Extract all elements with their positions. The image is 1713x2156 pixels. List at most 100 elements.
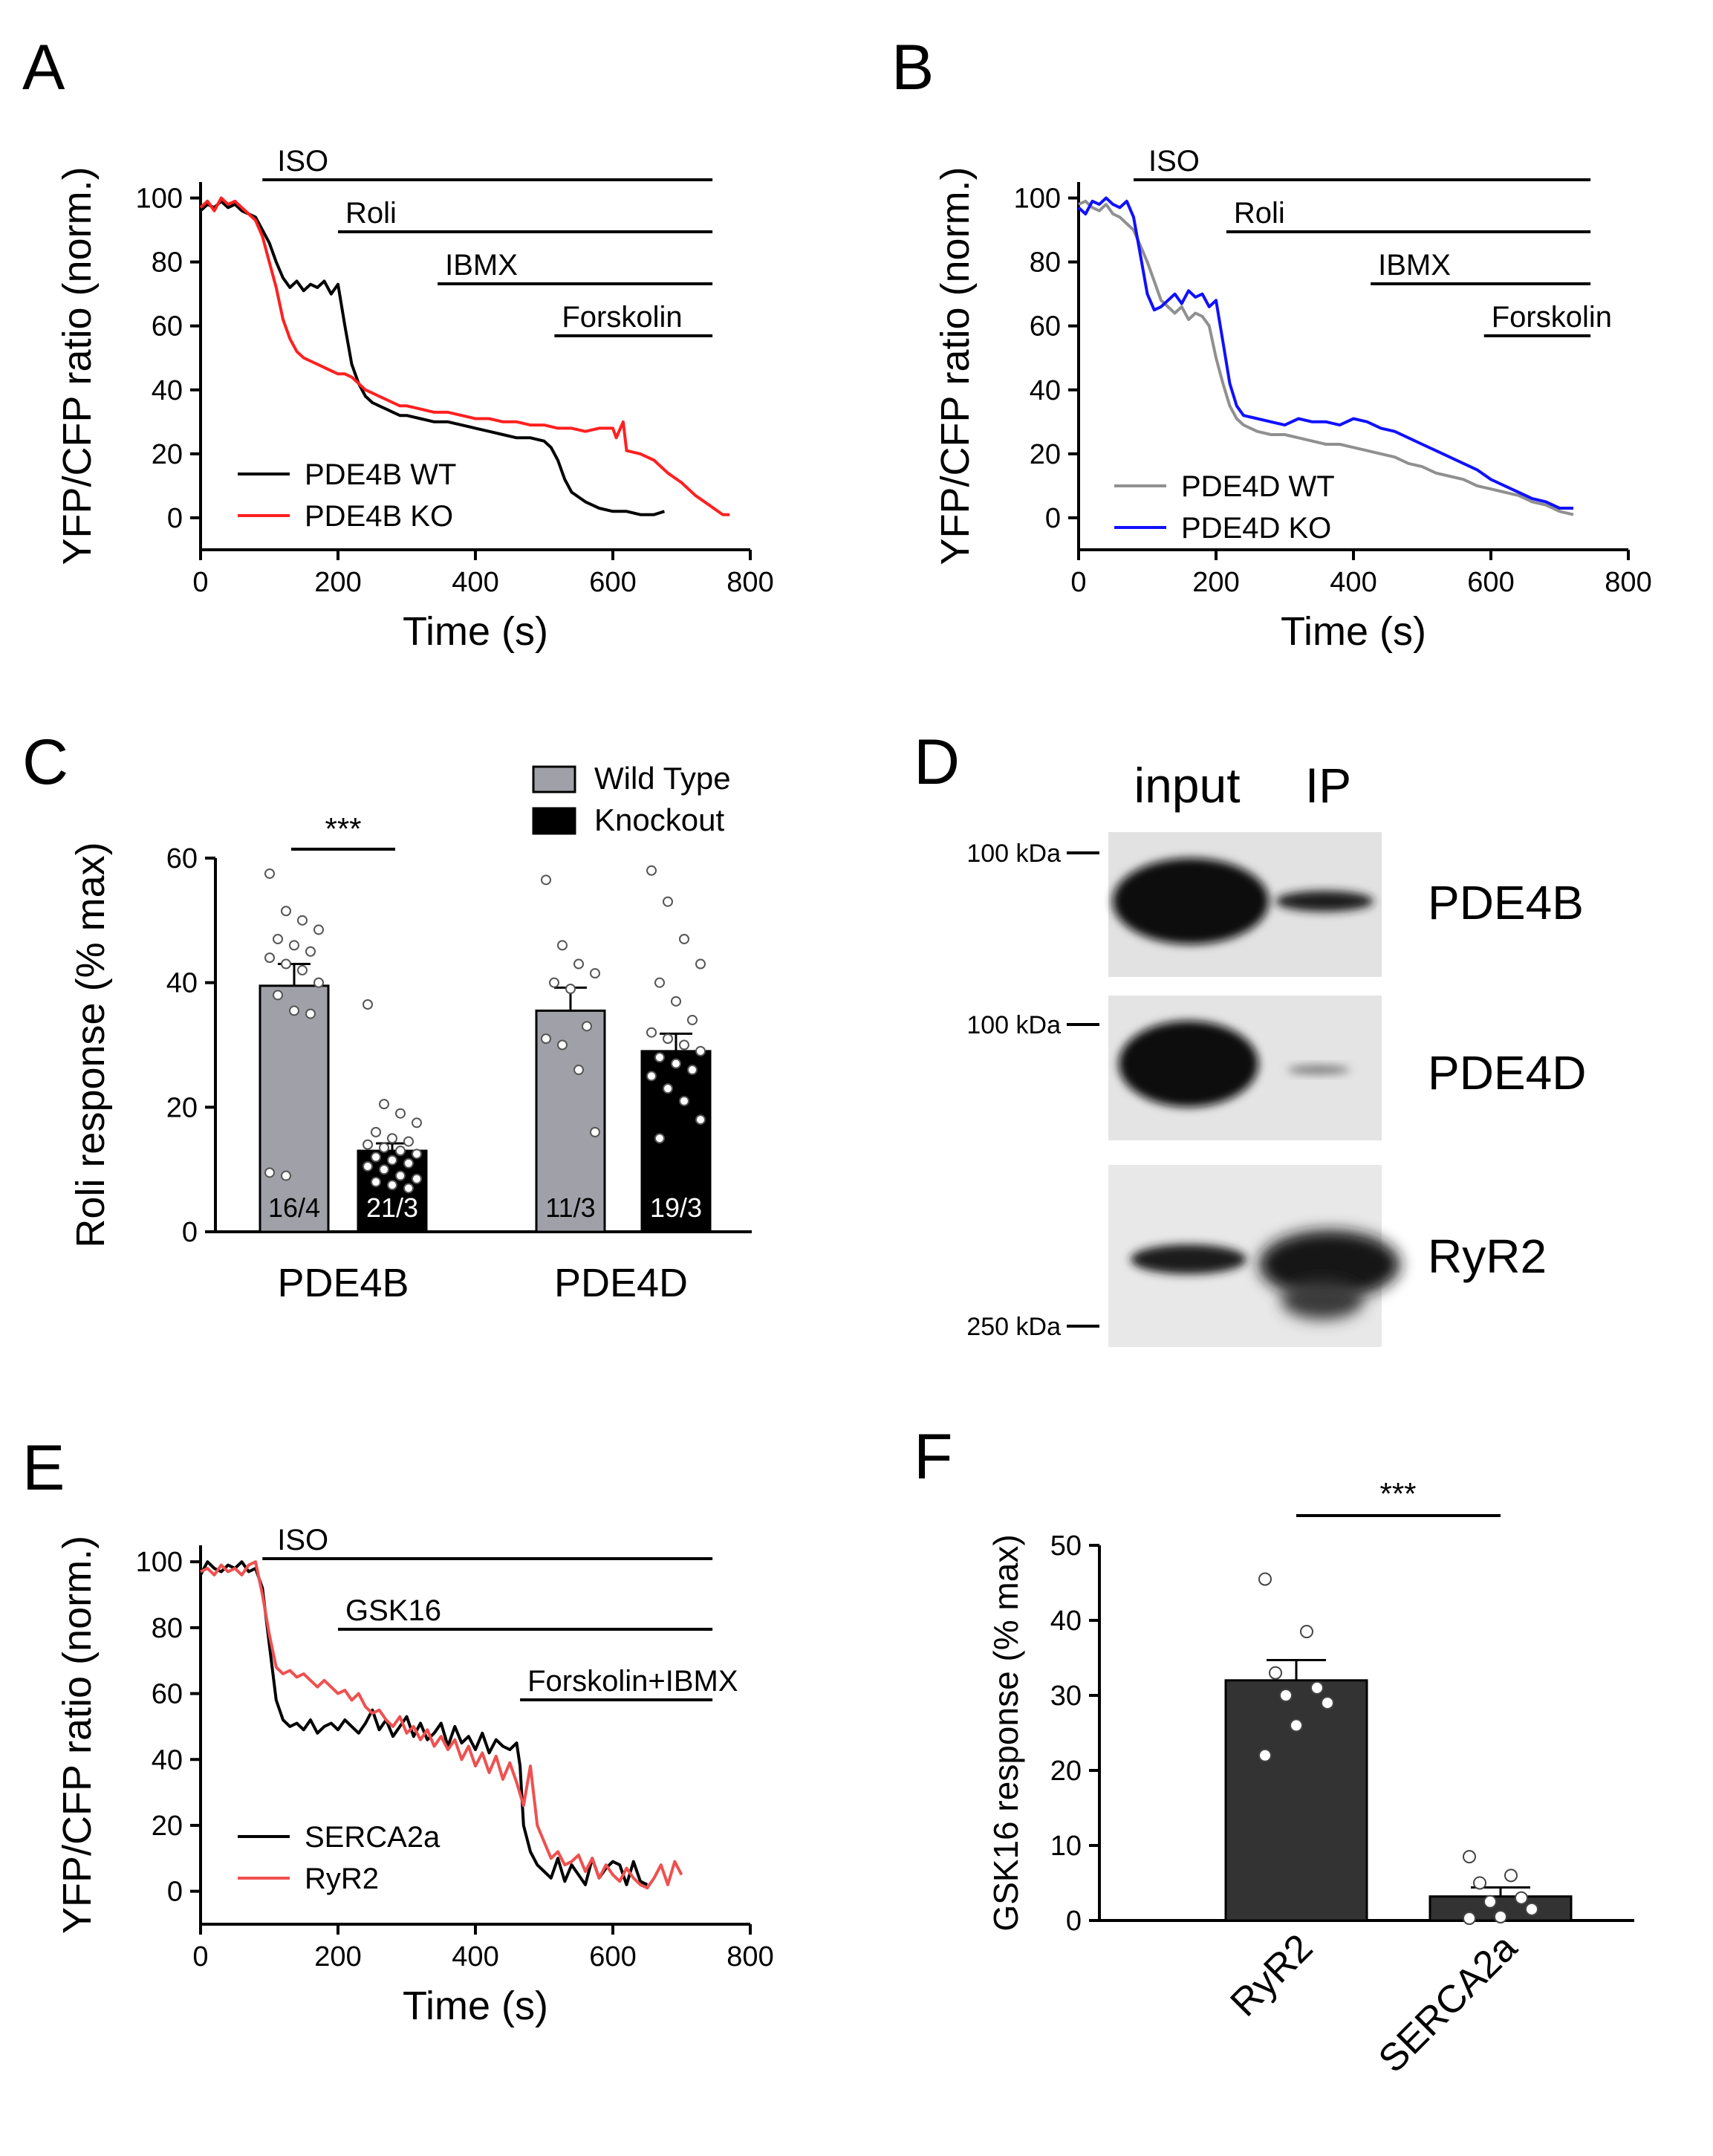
data-point	[687, 1065, 698, 1076]
x-tick-label: 200	[314, 1941, 361, 1972]
data-point	[671, 1058, 681, 1069]
band-input	[1119, 1021, 1258, 1107]
treatment-label: Forskolin	[1492, 301, 1612, 334]
y-axis-label: Roli response (% max)	[68, 842, 113, 1247]
data-point	[654, 1133, 665, 1144]
y-tick-label: 80	[152, 1613, 183, 1644]
x-category-label: PDE4B	[277, 1261, 409, 1305]
lane-label-input: input	[1134, 758, 1240, 813]
x-axis-label: Time (s)	[1281, 609, 1426, 654]
marker-label: 100 kDa	[966, 1011, 1061, 1039]
data-point	[590, 1126, 600, 1137]
treatment-label: Roli	[1234, 197, 1285, 230]
data-point	[313, 977, 324, 988]
legend-label: Wild Type	[594, 761, 731, 796]
data-point	[1258, 1572, 1272, 1586]
data-point	[573, 958, 584, 970]
significance-label: ***	[325, 811, 361, 846]
y-tick-label: 20	[1050, 1756, 1082, 1787]
data-point	[1463, 1911, 1476, 1925]
n-label: 21/3	[366, 1192, 418, 1223]
blot-label: PDE4B	[1428, 876, 1584, 929]
treatment-label: GSK16	[345, 1594, 441, 1627]
treatment-label: Forskolin	[562, 301, 682, 334]
y-tick-label: 60	[152, 311, 183, 342]
data-point	[305, 1008, 316, 1019]
x-category-label: RyR2	[1223, 1926, 1322, 2025]
y-tick-label: 0	[167, 1877, 183, 1908]
legend-label: SERCA2a	[305, 1821, 441, 1854]
data-point	[663, 1033, 673, 1045]
data-point	[573, 1065, 584, 1076]
x-tick-label: 800	[727, 1941, 773, 1972]
panel-letter-e: E	[22, 1432, 65, 1504]
panel-a: A 0 20 40 60 80 100 0 200 400 600 800 Time (s) YFP/C…	[22, 32, 774, 654]
panel-b: B 0 20 40 60 80 100 0 200 400 600 800 Time (s) YFP/C…	[891, 32, 1652, 654]
data-point	[646, 1027, 657, 1038]
data-point	[695, 958, 706, 970]
data-point	[646, 865, 657, 876]
x-tick-label: 0	[192, 1941, 208, 1972]
data-point	[313, 924, 324, 935]
x-tick-label: 400	[452, 567, 498, 598]
panel-letter-d: D	[914, 727, 960, 798]
blot-label: RyR2	[1428, 1230, 1547, 1283]
data-point	[1494, 1909, 1507, 1923]
data-point	[679, 933, 689, 944]
treatment-label: Forskolin+IBMX	[527, 1665, 738, 1698]
x-tick-label: 400	[1330, 567, 1376, 598]
legend-label: PDE4B KO	[305, 500, 453, 533]
data-point	[1258, 1748, 1272, 1762]
data-point	[363, 1160, 373, 1172]
data-point	[371, 1126, 381, 1137]
x-tick-label: 800	[727, 567, 773, 598]
y-tick-label: 60	[166, 843, 198, 874]
y-tick-label: 100	[136, 1547, 183, 1578]
panel-letter-f: F	[914, 1421, 953, 1493]
x-tick-label: 200	[1192, 567, 1239, 598]
data-point	[1525, 1902, 1538, 1916]
data-point	[1515, 1891, 1528, 1905]
band-ip	[1287, 1065, 1350, 1074]
data-point	[305, 946, 316, 957]
data-point	[1269, 1666, 1282, 1680]
data-point	[1504, 1868, 1518, 1883]
x-axis-label: Time (s)	[403, 609, 548, 654]
band-ip	[1275, 891, 1374, 912]
data-point	[281, 906, 291, 917]
bar	[259, 984, 330, 1233]
data-point	[273, 990, 283, 1001]
data-point	[387, 1155, 397, 1166]
x-tick-label: 0	[1070, 567, 1086, 598]
data-point	[1279, 1689, 1293, 1702]
treatment-label: ISO	[1148, 145, 1200, 178]
data-point	[557, 1039, 568, 1051]
data-point	[541, 1033, 551, 1045]
data-point	[297, 964, 308, 975]
data-point	[289, 1005, 299, 1016]
data-point	[1473, 1876, 1486, 1890]
x-tick-label: 800	[1605, 567, 1651, 598]
data-point	[1463, 1850, 1476, 1864]
line-chart-a: 0 20 40 60 80 100 0 200 400 600 800 Time (s) YFP/CFP…	[55, 145, 774, 654]
legend-label: PDE4D WT	[1181, 470, 1335, 503]
data-point	[412, 1173, 422, 1184]
y-tick-label: 40	[1050, 1605, 1082, 1637]
panel-d: D input IP 100 kDa PDE4B 100 kDa PDE4D	[914, 727, 1586, 1347]
y-tick-label: 0	[167, 503, 183, 534]
y-tick-label: 20	[166, 1092, 198, 1123]
y-tick-label: 0	[1066, 1906, 1082, 1937]
treatment-label: Roli	[345, 197, 397, 230]
lane-label-ip: IP	[1305, 758, 1351, 813]
treatment-label: ISO	[277, 1524, 328, 1556]
data-point	[590, 968, 600, 979]
data-point	[541, 874, 551, 886]
blot-pde4b: 100 kDa PDE4B	[966, 832, 1584, 977]
y-tick-label: 20	[152, 1811, 183, 1842]
data-point	[565, 984, 576, 995]
line-chart-e: 0 20 40 60 80 100 0 200 400 600 800 Time (s) YFP/CFP…	[55, 1524, 774, 2028]
data-point	[695, 1114, 706, 1126]
data-point	[654, 977, 665, 988]
data-point	[1310, 1681, 1324, 1695]
blot-ryr2: 250 kDa RyR2	[966, 1165, 1547, 1347]
